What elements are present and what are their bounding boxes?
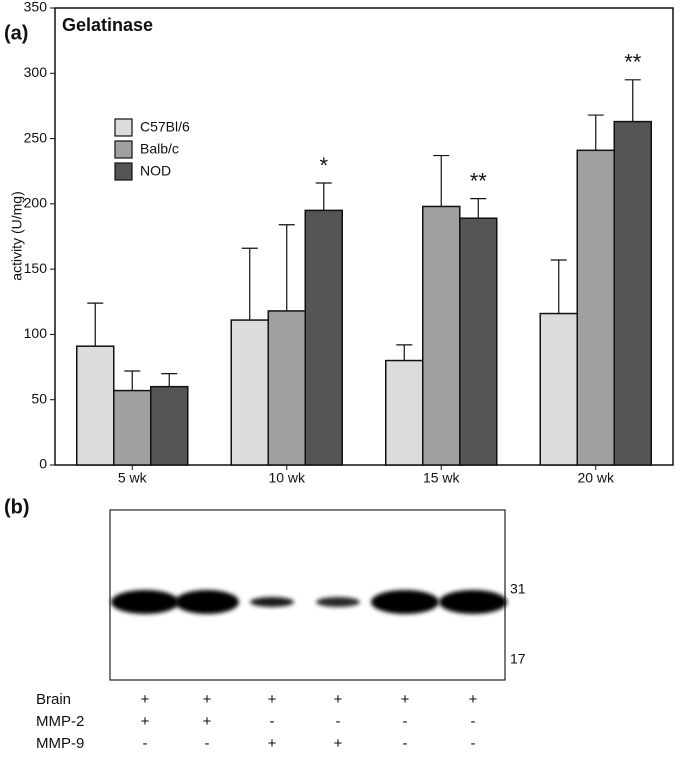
x-tick-label: 5 wk [118,470,148,486]
blot-band [175,590,239,614]
blot-band [250,597,294,607]
lane-sign: + [268,691,277,708]
lane-sign: - [270,713,275,730]
legend-swatch [114,118,133,137]
panel-label: (a) [4,22,28,44]
blot-band [439,590,507,614]
y-tick-label: 250 [24,129,48,145]
marker-label: 31 [510,581,526,597]
chart-title: Gelatinase [62,15,153,35]
y-tick-label: 100 [24,325,48,341]
legend-swatch [114,140,133,159]
bar [613,120,652,466]
legend-swatch [114,162,133,181]
row-label: MMP-2 [36,713,84,730]
lane-sign: + [141,713,150,730]
lane-sign: + [203,691,212,708]
blot-frame [109,509,506,681]
lane-sign: + [141,691,150,708]
bar [76,345,115,466]
x-tick-label: 20 wk [577,470,615,486]
y-tick-label: 150 [24,260,48,276]
blot-band [316,597,360,607]
significance-mark: * [319,153,328,178]
bar [385,359,424,466]
lane-sign: - [336,713,341,730]
bar [422,205,461,466]
lane-sign: + [401,691,410,708]
bar [150,385,189,466]
y-tick-label: 0 [39,456,47,472]
lane-sign: + [469,691,478,708]
lane-sign: - [403,713,408,730]
lane-sign: + [268,735,277,752]
x-tick-label: 10 wk [268,470,306,486]
lane-sign: - [143,735,148,752]
bar [459,217,498,466]
panel-label: (b) [4,496,30,518]
row-label: Brain [36,691,71,708]
row-label: MMP-9 [36,735,84,752]
x-tick-label: 15 wk [423,470,461,486]
legend-label: C57Bl/6 [140,119,190,135]
bar [113,389,152,466]
lane-sign: + [334,691,343,708]
y-tick-label: 200 [24,195,48,211]
y-tick-label: 300 [24,64,48,80]
blot-band [371,590,439,614]
marker-label: 17 [510,651,526,667]
lane-sign: - [403,735,408,752]
legend-label: NOD [140,163,171,179]
significance-mark: ** [624,50,642,75]
y-tick-label: 350 [24,0,48,15]
bar [304,209,343,466]
lane-sign: + [203,713,212,730]
plot-frame [54,7,674,466]
bar [230,319,269,466]
legend-label: Balb/c [140,141,179,157]
bar [267,310,306,466]
y-axis-label: activity (U/mg) [9,191,25,280]
bar [576,149,615,466]
lane-sign: - [471,735,476,752]
lane-sign: - [471,713,476,730]
blot-band [111,590,179,614]
bar [539,312,578,466]
lane-sign: - [205,735,210,752]
y-tick-label: 50 [31,390,47,406]
lane-sign: + [334,735,343,752]
significance-mark: ** [470,168,488,193]
